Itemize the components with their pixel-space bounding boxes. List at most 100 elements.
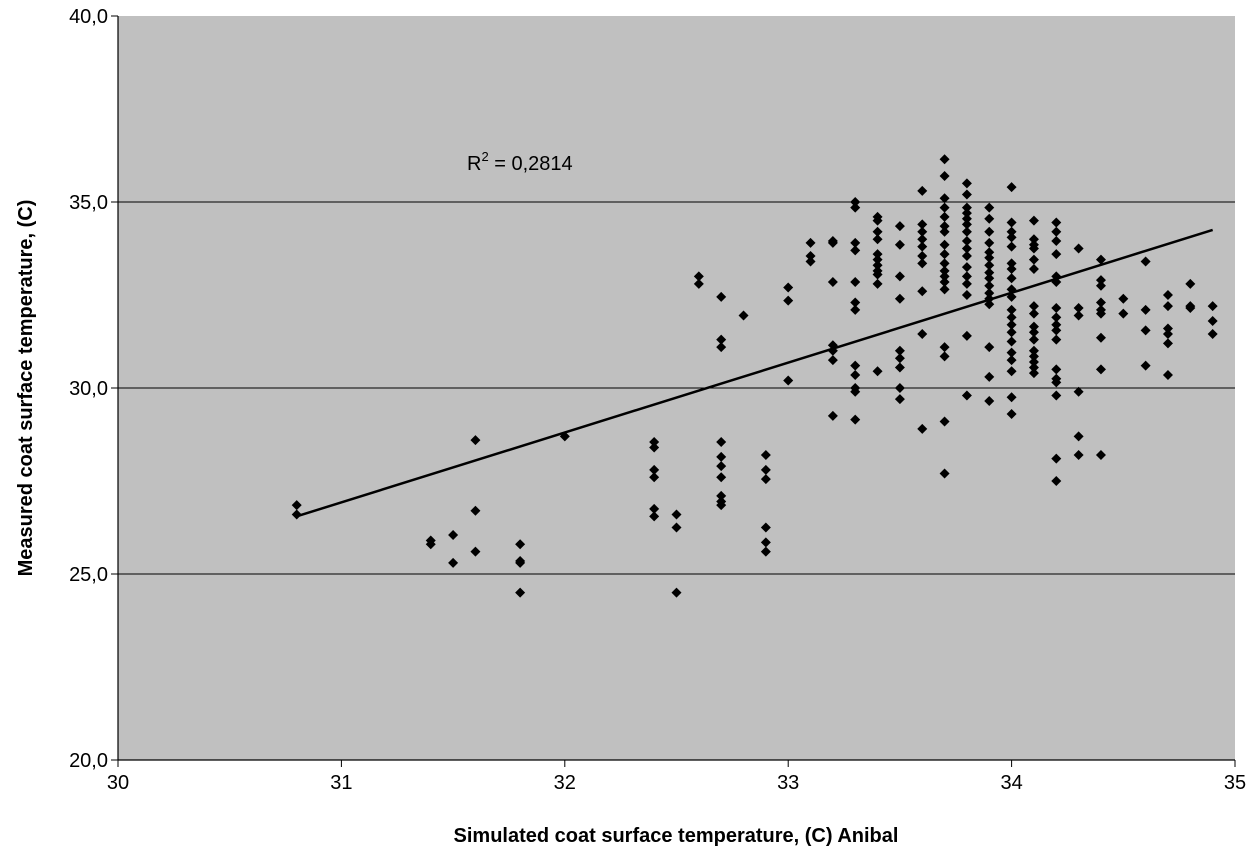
- data-point: [1095, 280, 1106, 291]
- data-point: [1006, 347, 1017, 358]
- data-point: [1006, 336, 1017, 347]
- data-point: [1006, 304, 1017, 315]
- data-point: [693, 271, 704, 282]
- data-point: [850, 297, 861, 308]
- data-point: [984, 226, 995, 237]
- x-tick-label: 35: [1224, 772, 1246, 794]
- data-point: [1028, 308, 1039, 319]
- data-point: [1028, 321, 1039, 332]
- data-point: [939, 249, 950, 260]
- data-point: [872, 226, 883, 237]
- data-point: [1006, 312, 1017, 323]
- data-point: [1006, 258, 1017, 269]
- data-point: [1162, 301, 1173, 312]
- data-point: [939, 265, 950, 276]
- data-point: [961, 271, 972, 282]
- data-point: [291, 500, 302, 511]
- data-point: [760, 464, 771, 475]
- data-point: [827, 355, 838, 366]
- data-point: [1028, 263, 1039, 274]
- data-point: [716, 291, 727, 302]
- data-point: [984, 371, 995, 382]
- data-point: [1006, 366, 1017, 377]
- data-point: [1140, 304, 1151, 315]
- y-tick-label: 35,0: [69, 192, 108, 214]
- data-point: [1006, 226, 1017, 237]
- gridlines: [118, 201, 1235, 575]
- data-point: [425, 539, 436, 550]
- data-point: [1028, 356, 1039, 367]
- data-point: [1028, 215, 1039, 226]
- data-point: [1095, 332, 1106, 343]
- data-point: [984, 396, 995, 407]
- data-point: [917, 241, 928, 252]
- data-point: [939, 271, 950, 282]
- data-point: [1028, 327, 1039, 338]
- data-point: [1006, 241, 1017, 252]
- data-point: [783, 295, 794, 306]
- data-point: [760, 449, 771, 460]
- data-point: [917, 423, 928, 434]
- data-point: [760, 537, 771, 548]
- data-point: [961, 219, 972, 230]
- data-point: [1140, 256, 1151, 267]
- data-point: [939, 351, 950, 362]
- data-point: [1073, 310, 1084, 321]
- data-point: [649, 503, 660, 514]
- data-point: [850, 304, 861, 315]
- data-point: [1095, 254, 1106, 265]
- data-point: [850, 369, 861, 380]
- data-point: [1006, 327, 1017, 338]
- data-point: [716, 334, 727, 345]
- data-point: [872, 278, 883, 289]
- data-point: [872, 269, 883, 280]
- data-point: [939, 342, 950, 353]
- data-point: [716, 436, 727, 447]
- data-point: [1051, 236, 1062, 247]
- data-point: [1118, 293, 1129, 304]
- data-point: [984, 280, 995, 291]
- data-point: [872, 366, 883, 377]
- axes: [111, 15, 1236, 767]
- data-point: [939, 170, 950, 181]
- data-point: [1162, 338, 1173, 349]
- data-point: [1207, 316, 1218, 327]
- data-point: [671, 509, 682, 520]
- data-point: [939, 154, 950, 165]
- data-point: [1028, 368, 1039, 379]
- data-point: [894, 345, 905, 356]
- data-point: [448, 557, 459, 568]
- data-point: [961, 390, 972, 401]
- y-tick-label: 20,0: [69, 750, 108, 772]
- data-point: [872, 260, 883, 271]
- data-point: [693, 278, 704, 289]
- data-point: [1162, 369, 1173, 380]
- trendline: [296, 228, 1214, 518]
- data-point: [939, 239, 950, 250]
- data-point: [894, 394, 905, 405]
- data-point: [939, 258, 950, 269]
- r-squared-annotation: R2 = 0,2814: [467, 149, 573, 175]
- data-point: [984, 252, 995, 263]
- data-point: [917, 226, 928, 237]
- data-point: [872, 254, 883, 265]
- data-point: [1006, 319, 1017, 330]
- data-point: [738, 310, 749, 321]
- data-point: [827, 276, 838, 287]
- data-point: [760, 474, 771, 485]
- data-point: [1140, 325, 1151, 336]
- data-point: [939, 416, 950, 427]
- data-point: [1006, 392, 1017, 403]
- data-point: [917, 329, 928, 340]
- data-point: [1095, 449, 1106, 460]
- data-point: [1162, 329, 1173, 340]
- data-point: [961, 208, 972, 219]
- data-point: [1140, 360, 1151, 371]
- data-point: [1028, 243, 1039, 254]
- data-point: [1162, 290, 1173, 300]
- data-point: [291, 509, 302, 520]
- data-point: [984, 202, 995, 213]
- data-point: [649, 464, 660, 475]
- data-point: [961, 278, 972, 289]
- data-point: [1073, 449, 1084, 460]
